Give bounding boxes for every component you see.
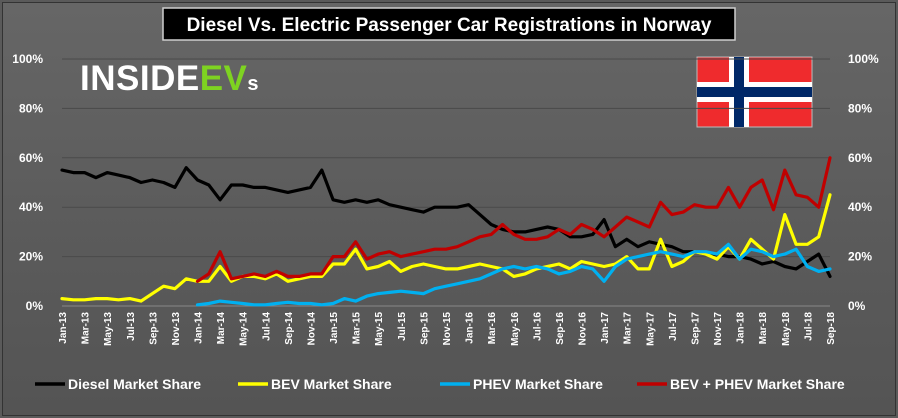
x-tick-label: Sep-15 xyxy=(419,312,430,345)
logo-text-main: INSIDE xyxy=(80,59,200,98)
legend-label: PHEV Market Share xyxy=(473,376,603,392)
legend-label: BEV + PHEV Market Share xyxy=(670,376,845,392)
insideevs-logo: INSIDEEVs xyxy=(80,59,259,98)
x-tick-label: Jul-14 xyxy=(261,312,272,341)
x-tick-label: Jan-13 xyxy=(58,312,69,344)
x-tick-label: Mar-14 xyxy=(216,312,227,345)
legend-label: BEV Market Share xyxy=(271,376,392,392)
x-tick-label: Jan-17 xyxy=(600,312,611,344)
x-tick-label: May-15 xyxy=(374,312,385,346)
y-tick-label-left: 0% xyxy=(26,299,44,313)
x-tick-label: Mar-18 xyxy=(758,312,769,345)
y-tick-label-left: 100% xyxy=(12,52,43,66)
x-tick-label: Jan-16 xyxy=(465,312,476,344)
norway-flag xyxy=(696,56,813,128)
x-tick-label: May-16 xyxy=(510,312,521,346)
y-tick-label-right: 20% xyxy=(848,250,872,264)
x-tick-label: May-17 xyxy=(645,312,656,346)
x-tick-label: Nov-16 xyxy=(578,312,589,346)
x-tick-label: Sep-17 xyxy=(690,312,701,345)
x-tick-label: Jul-18 xyxy=(803,312,814,341)
x-tick-label: Jan-14 xyxy=(194,312,205,344)
svg-text:INSIDEEVs: INSIDEEVs xyxy=(80,59,259,98)
y-tick-label-left: 80% xyxy=(19,101,43,115)
x-tick-label: Nov-15 xyxy=(442,312,453,346)
x-tick-label: Jul-17 xyxy=(668,312,679,341)
series-line-0 xyxy=(60,166,832,278)
y-tick-label-left: 40% xyxy=(19,200,43,214)
x-tick-label: Jan-15 xyxy=(329,312,340,344)
chart-title: Diesel Vs. Electric Passenger Car Regist… xyxy=(187,15,712,36)
x-tick-label: Sep-18 xyxy=(826,312,837,345)
y-tick-label-right: 40% xyxy=(848,200,872,214)
x-tick-label: Jul-15 xyxy=(397,312,408,341)
y-tick-label-left: 20% xyxy=(19,250,43,264)
x-tick-label: Mar-13 xyxy=(81,312,92,345)
x-tick-label: Sep-14 xyxy=(284,312,295,345)
x-tick-label: Nov-14 xyxy=(306,312,317,346)
x-tick-label: Sep-16 xyxy=(555,312,566,345)
y-tick-label-right: 60% xyxy=(848,151,872,165)
logo-text-small: s xyxy=(247,73,259,95)
x-tick-label: Mar-15 xyxy=(352,312,363,345)
x-tick-label: Jan-18 xyxy=(736,312,747,344)
chart-title-box xyxy=(162,7,736,41)
y-tick-label-right: 100% xyxy=(848,52,879,66)
x-tick-label: May-14 xyxy=(239,312,250,346)
x-tick-label: Jul-13 xyxy=(126,312,137,341)
y-tick-label-left: 60% xyxy=(19,151,43,165)
x-tick-label: Jul-16 xyxy=(532,312,543,341)
x-tick-label: Mar-16 xyxy=(487,312,498,345)
y-tick-label-right: 0% xyxy=(848,299,866,313)
series-line-2 xyxy=(195,242,832,307)
x-tick-label: May-13 xyxy=(103,312,114,346)
series-line-3 xyxy=(195,156,832,283)
x-tick-label: May-18 xyxy=(781,312,792,346)
x-tick-label: Sep-13 xyxy=(148,312,159,345)
legend-label: Diesel Market Share xyxy=(68,376,201,392)
x-tick-label: Nov-17 xyxy=(713,312,724,346)
y-tick-label-right: 80% xyxy=(848,101,872,115)
x-tick-label: Mar-17 xyxy=(623,312,634,345)
logo-text-accent: EV xyxy=(200,59,248,98)
x-tick-label: Nov-13 xyxy=(171,312,182,346)
